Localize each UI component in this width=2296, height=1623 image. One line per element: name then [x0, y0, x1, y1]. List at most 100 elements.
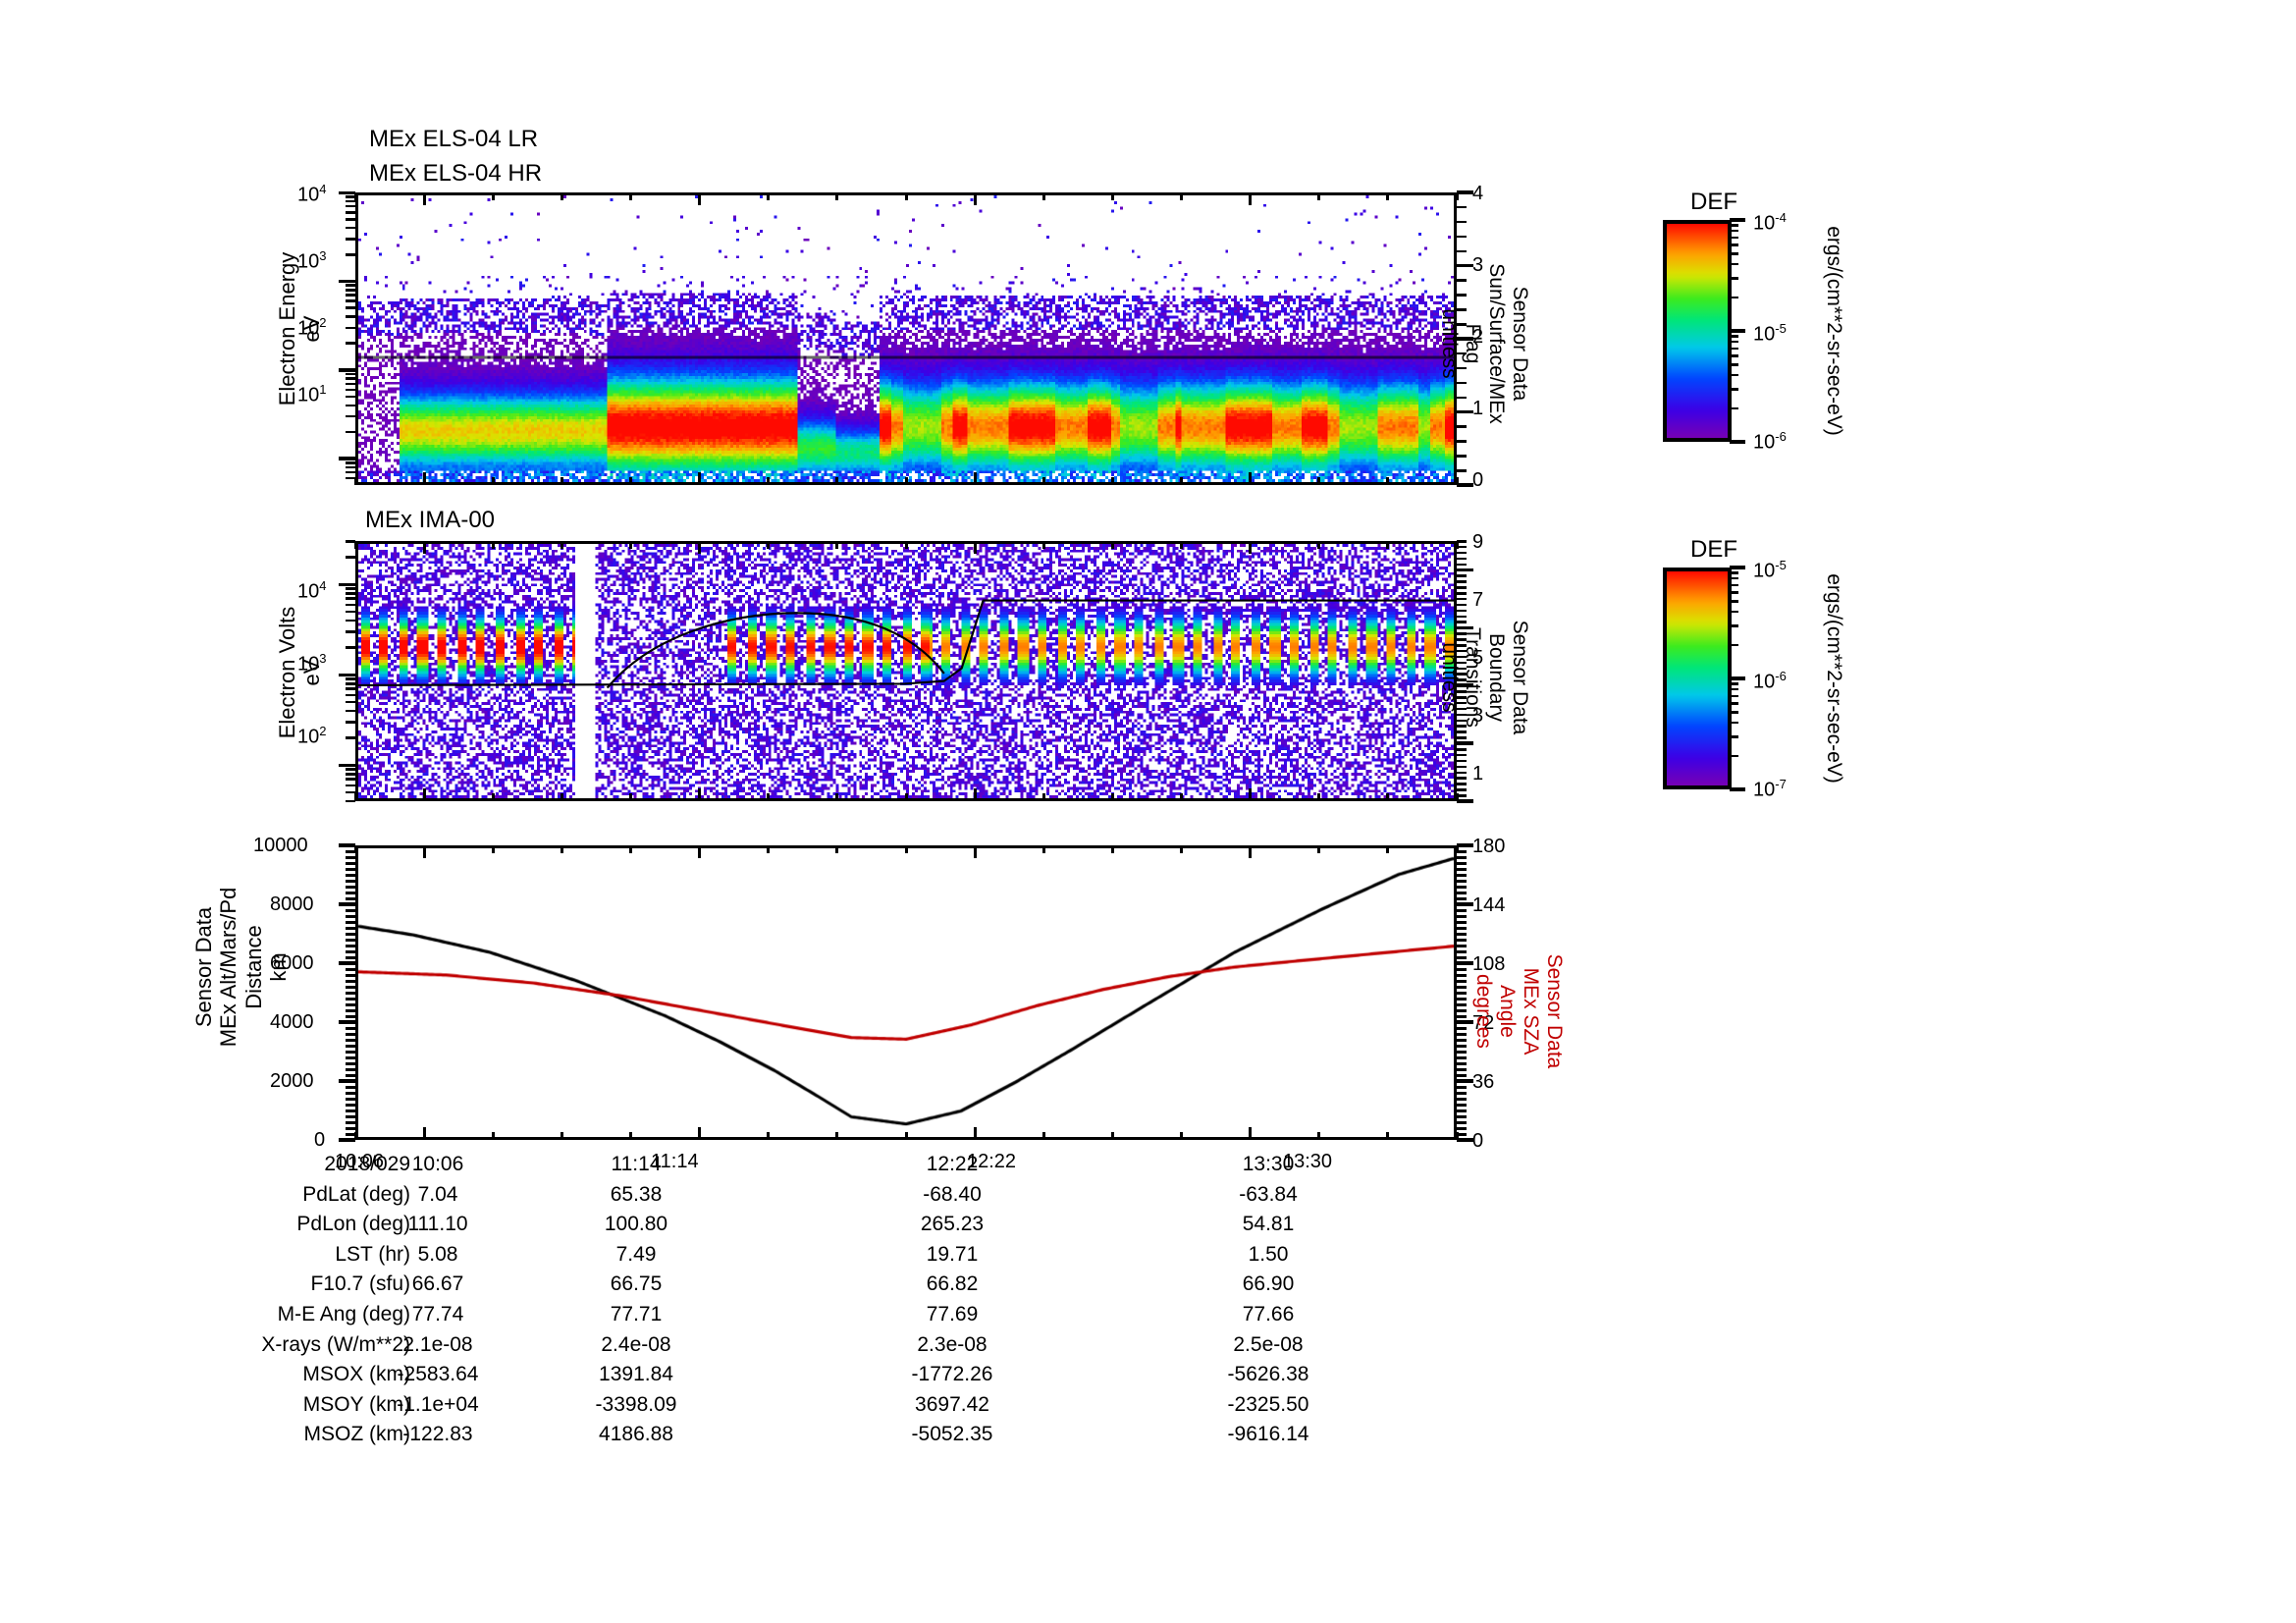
- panel3-right-tick-36: 36: [1472, 1071, 1495, 1093]
- table-cell: 66.90: [1242, 1272, 1295, 1296]
- table-cell: 54.81: [1242, 1213, 1295, 1236]
- table-row-label: MSOX (km): [302, 1363, 410, 1386]
- table-row-label: MSOY (km): [302, 1392, 410, 1416]
- table-cell: 2.3e-08: [917, 1332, 988, 1356]
- table-cell: -68.40: [923, 1182, 982, 1206]
- table-row-label: 2018/029: [324, 1153, 410, 1175]
- table-cell: -2583.64: [397, 1363, 479, 1386]
- panel2-left-tick-1: 103: [297, 651, 327, 676]
- panel1-spectrogram: [358, 195, 1454, 482]
- panel2-right-tick-9: 9: [1472, 531, 1484, 553]
- colorbar-1-tick-mid: 10-5: [1753, 321, 1787, 346]
- table-row-label: PdLon (deg): [296, 1213, 410, 1236]
- panel3-left-tick-10000: 10000: [253, 835, 308, 856]
- time-label-3: 13:30: [1283, 1151, 1333, 1172]
- panel1-title-hr: MEx ELS-04 HR: [369, 160, 543, 187]
- time-label-0: 10:06: [335, 1151, 385, 1172]
- panel3-right-axis-title: Sensor Data MEx SZA Angle degrees: [1471, 953, 1566, 1069]
- panel2-right-tick-3: 3: [1472, 705, 1484, 727]
- table-row-label: F10.7 (sfu): [310, 1272, 410, 1296]
- panel2-right-tick-1: 1: [1472, 763, 1484, 784]
- panel3-left-tick-2000: 2000: [270, 1070, 314, 1092]
- colorbar-1-tick-bottom: 10-6: [1753, 429, 1787, 454]
- panel3-left-tick-8000: 8000: [270, 893, 314, 915]
- table-row-label: PdLat (deg): [302, 1182, 410, 1206]
- table-cell: 1.50: [1248, 1242, 1289, 1266]
- ephemeris-table: 2018/029 PdLat (deg) PdLon (deg) LST (hr) F1…: [0, 1151, 1472, 1465]
- table-cell: -9616.14: [1227, 1423, 1309, 1446]
- table-cell: 77.69: [926, 1303, 979, 1325]
- table-cell: 1391.84: [599, 1363, 673, 1386]
- table-row-label: X-rays (W/m**2): [261, 1332, 410, 1356]
- table-cell: -63.84: [1239, 1182, 1298, 1206]
- colorbar-1-tick-top: 10-4: [1753, 210, 1787, 235]
- table-cell: 19.71: [926, 1242, 979, 1266]
- table-cell: 265.23: [920, 1213, 985, 1236]
- panel1-right-tick-1: 1: [1472, 398, 1484, 419]
- table-cell: 100.80: [604, 1213, 668, 1236]
- panel3-left-tick-6000: 6000: [270, 952, 314, 974]
- table-cell: 12:22: [926, 1153, 979, 1175]
- panel1-left-tick-1: 103: [297, 248, 327, 273]
- panel1-title-lr: MEx ELS-04 LR: [369, 126, 539, 152]
- table-cell: 2.4e-08: [601, 1332, 671, 1356]
- table-row-label: M-E Ang (deg): [277, 1303, 410, 1325]
- colorbar-1: [1663, 220, 1732, 442]
- table-cell: 65.38: [610, 1182, 663, 1206]
- panel2-right-tick-7: 7: [1472, 589, 1484, 611]
- table-cell: 66.75: [610, 1272, 663, 1296]
- panel2-right-axis-title: Sensor Data Boundary Transitions unitles…: [1437, 620, 1531, 735]
- table-cell: 11:14: [611, 1153, 662, 1175]
- panel1-right-tick-2: 2: [1472, 326, 1484, 348]
- table-cell: 2.1e-08: [402, 1332, 473, 1356]
- table-cell: 66.82: [926, 1272, 979, 1296]
- table-cell: 4186.88: [599, 1423, 673, 1446]
- table-cell: -1772.26: [911, 1363, 993, 1386]
- table-cell: 111.10: [407, 1213, 468, 1236]
- panel1-left-tick-3: 101: [297, 382, 327, 406]
- colorbar-2-tick-mid: 10-6: [1753, 669, 1787, 693]
- table-cell: 3697.42: [915, 1392, 989, 1416]
- panel3-left-tick-0: 0: [314, 1129, 326, 1151]
- time-label-2: 12:22: [967, 1151, 1017, 1172]
- time-label-1: 11:14: [651, 1151, 699, 1172]
- table-cell: 66.67: [411, 1272, 464, 1296]
- colorbar-1-unit: ergs/(cm**2-sr-sec-eV): [1823, 226, 1845, 436]
- table-row-label: LST (hr): [335, 1242, 410, 1266]
- panel3-right-tick-0: 0: [1472, 1130, 1484, 1152]
- panel2-right-tick-5: 5: [1472, 647, 1484, 669]
- panel1-right-axis-title: Sensor Data Sun/Surface/MEx Flag unitles…: [1437, 263, 1531, 424]
- panel3-right-tick-180: 180: [1472, 836, 1506, 857]
- table-cell: -3398.09: [595, 1392, 677, 1416]
- colorbar-1-label: DEF: [1690, 189, 1737, 215]
- panel2-left-tick-0: 104: [297, 578, 327, 603]
- table-cell: 77.71: [610, 1303, 663, 1325]
- boundary-transition-line: [358, 599, 1454, 689]
- table-cell: -5052.35: [911, 1423, 993, 1446]
- table-cell: 2.5e-08: [1233, 1332, 1304, 1356]
- table-cell: 10:06: [411, 1153, 464, 1175]
- panel2-left-tick-2: 102: [297, 724, 327, 748]
- table-cell: 77.66: [1242, 1303, 1295, 1325]
- table-cell: 77.74: [411, 1303, 464, 1325]
- panel1-left-tick-0: 104: [297, 182, 327, 206]
- panel1-left-tick-2: 102: [297, 315, 327, 340]
- panel1-right-tick-4: 4: [1472, 183, 1484, 204]
- panel1-right-tick-0: 0: [1472, 469, 1484, 491]
- panel2-spectrogram: [358, 544, 1454, 798]
- panel2-plot: [355, 541, 1457, 801]
- panel3-right-tick-144: 144: [1472, 894, 1506, 916]
- colorbar-2-tick-bottom: 10-7: [1753, 777, 1787, 801]
- table-cell: 13:30: [1242, 1153, 1295, 1175]
- colorbar-2-tick-top: 10-5: [1753, 558, 1787, 582]
- panel2-title: MEx IMA-00: [365, 507, 496, 533]
- table-cell: 7.04: [417, 1182, 458, 1206]
- panel3-plot: [355, 845, 1457, 1140]
- panel3-left-tick-4000: 4000: [270, 1011, 314, 1033]
- panel1-right-tick-3: 3: [1472, 254, 1484, 276]
- colorbar-2-label: DEF: [1690, 536, 1737, 563]
- table-cell: -1.1e+04: [397, 1392, 479, 1416]
- panel3-right-tick-72: 72: [1472, 1012, 1495, 1034]
- panel3-right-tick-108: 108: [1472, 953, 1506, 975]
- table-cell: 7.49: [615, 1242, 657, 1266]
